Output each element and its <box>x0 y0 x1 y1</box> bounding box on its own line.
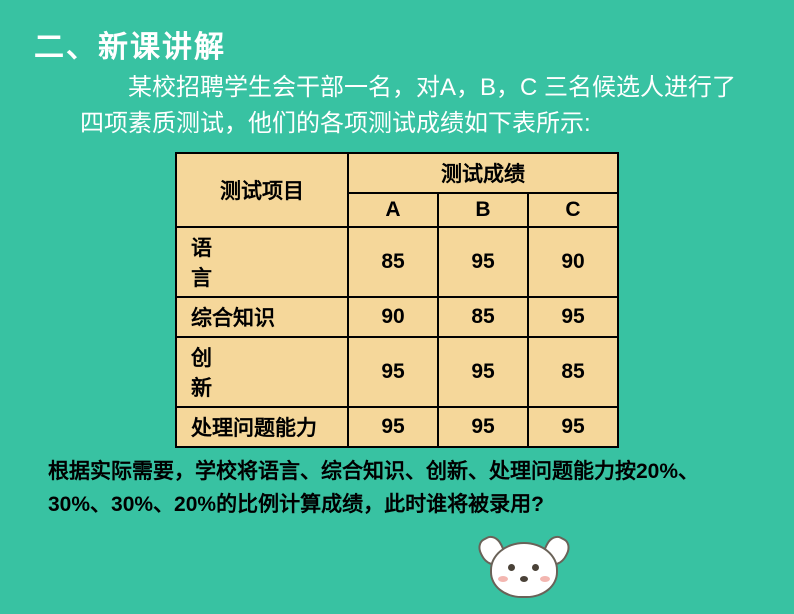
header-project: 测试项目 <box>176 153 348 227</box>
cell: 95 <box>528 407 618 447</box>
header-score: 测试成绩 <box>348 153 618 193</box>
row-label: 创 新 <box>176 337 348 407</box>
cell: 95 <box>528 297 618 337</box>
col-label-b: B <box>438 193 528 227</box>
table-row: 语 言 85 95 90 <box>176 227 618 297</box>
table-row: 处理问题能力 95 95 95 <box>176 407 618 447</box>
row-label: 语 言 <box>176 227 348 297</box>
cell: 90 <box>528 227 618 297</box>
cell: 95 <box>348 337 438 407</box>
cell: 95 <box>438 337 528 407</box>
table-row: 综合知识 90 85 95 <box>176 297 618 337</box>
section-heading: 二、新课讲解 <box>0 0 794 66</box>
cell: 95 <box>348 407 438 447</box>
cell: 85 <box>348 227 438 297</box>
score-table: 测试项目 测试成绩 A B C 语 言 85 95 90 综合知识 90 85 … <box>175 152 619 448</box>
footer-question: 根据实际需要，学校将语言、综合知识、创新、处理问题能力按20%、30%、30%、… <box>0 448 794 521</box>
col-label-c: C <box>528 193 618 227</box>
cell: 95 <box>438 227 528 297</box>
cell: 90 <box>348 297 438 337</box>
cell: 85 <box>438 297 528 337</box>
col-label-a: A <box>348 193 438 227</box>
cell: 85 <box>528 337 618 407</box>
intro-paragraph: 某校招聘学生会干部一名，对A，B，C 三名候选人进行了四项素质测试，他们的各项测… <box>0 66 794 142</box>
cell: 95 <box>438 407 528 447</box>
table-row: 创 新 95 95 85 <box>176 337 618 407</box>
row-label: 处理问题能力 <box>176 407 348 447</box>
score-table-container: 测试项目 测试成绩 A B C 语 言 85 95 90 综合知识 90 85 … <box>0 152 794 448</box>
cartoon-dog-icon <box>464 534 584 614</box>
row-label: 综合知识 <box>176 297 348 337</box>
